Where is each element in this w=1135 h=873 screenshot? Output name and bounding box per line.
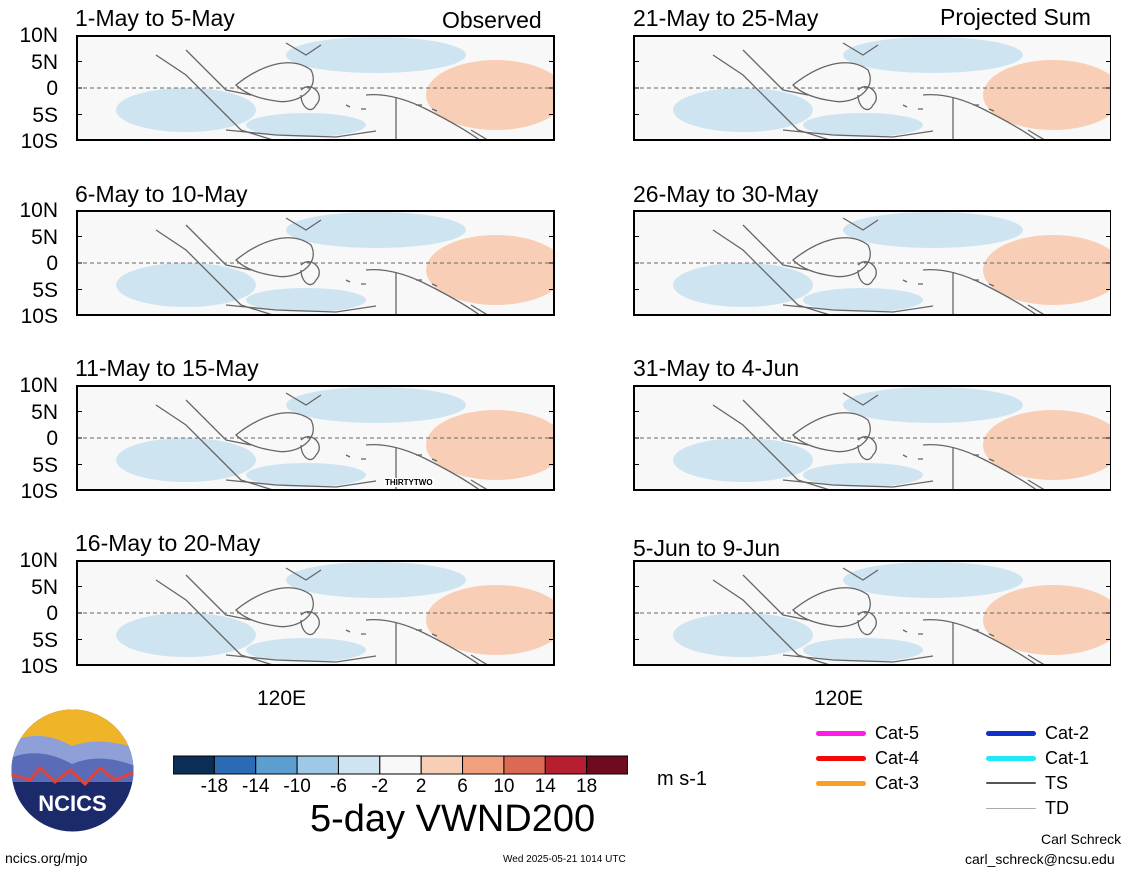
colorbar-swatch — [255, 755, 298, 775]
legend-label: TD — [1045, 798, 1069, 818]
y-tick-label: 0 — [46, 602, 58, 625]
ncics-logo: NCICS — [10, 708, 135, 838]
colorbar-units: m s-1 — [657, 768, 707, 790]
colorbar-swatch — [420, 755, 464, 775]
colorbar-tick-label: 2 — [415, 776, 427, 797]
legend-label: Cat-5 — [875, 723, 920, 743]
map-panel-left-4 — [76, 560, 555, 666]
colorbar-title: 5-day VWND200 — [310, 798, 596, 840]
y-tick-label: 0 — [46, 77, 58, 100]
colorbar — [172, 755, 629, 780]
legend-label: TS — [1045, 773, 1069, 793]
y-tick-label: 5S — [32, 278, 58, 302]
panel-title-left-3: 11-May to 15-May — [75, 355, 259, 381]
colorbar-tick-label: 14 — [534, 776, 556, 797]
colorbar-tick-label: -18 — [200, 776, 229, 797]
colorbar-swatch — [462, 755, 505, 775]
colorbar-swatch — [213, 755, 257, 775]
colorbar-tick-label: -14 — [241, 776, 270, 797]
y-tick-label: 5S — [32, 628, 58, 652]
map-panel-left-2 — [76, 210, 555, 316]
y-tick-label: 10N — [19, 549, 58, 572]
storm-label: THIRTYTWO — [384, 478, 434, 487]
y-tick-label: 10S — [20, 655, 58, 678]
colorbar-swatch — [586, 755, 629, 775]
legend-label: Cat-3 — [875, 773, 920, 793]
y-tick-label: 10N — [19, 374, 58, 397]
colorbar-tick-label: 18 — [576, 776, 598, 797]
panel-title-left-2: 6-May to 10-May — [75, 181, 248, 207]
panel-title-left-4: 16-May to 20-May — [75, 530, 261, 556]
legend-line-cat-4 — [816, 755, 866, 761]
y-tick-label: 5N — [31, 400, 58, 424]
colorbar-tick-label: -6 — [330, 776, 347, 797]
y-tick-label: 10S — [20, 305, 58, 328]
colorbar-tick-label: 6 — [457, 776, 468, 797]
x-tick-left: 120E — [257, 687, 307, 710]
colorbar-swatch — [503, 755, 546, 775]
y-tick-label: 0 — [46, 427, 58, 450]
panel-title-right-4: 5-Jun to 9-Jun — [633, 535, 781, 561]
map-panel-left-3 — [76, 385, 555, 491]
footer-author: Carl Schreck — [1041, 831, 1122, 847]
y-tick-label: 5S — [32, 103, 58, 127]
legend-label: Cat-4 — [875, 748, 920, 768]
y-tick-label: 5S — [32, 453, 58, 477]
y-tick-label: 5N — [31, 225, 58, 249]
map-panel-left-1 — [76, 35, 555, 141]
y-tick-label: 10S — [20, 480, 58, 503]
y-tick-label: 0 — [46, 252, 58, 275]
colorbar-swatch — [379, 755, 422, 775]
colorbar-swatch — [544, 755, 588, 775]
map-panel-right-3 — [633, 385, 1111, 491]
panel-title-right-2: 26-May to 30-May — [633, 181, 819, 207]
y-tick-label: 5N — [31, 575, 58, 599]
legend-line-cat-2 — [986, 730, 1036, 736]
logo-text: NCICS — [38, 791, 106, 816]
map-panel-right-4 — [633, 560, 1111, 666]
observed-label: Observed — [442, 7, 542, 33]
legend-line-cat-1 — [986, 755, 1036, 761]
panel-title-left-1: 1-May to 5-May — [75, 5, 235, 31]
panel-title-right-1: 21-May to 25-May — [633, 5, 819, 31]
colorbar-swatch — [172, 755, 215, 775]
footer-timestamp: Wed 2025-05-21 1014 UTC — [503, 854, 626, 865]
x-tick-right: 120E — [814, 687, 864, 710]
colorbar-tick-label: -10 — [283, 776, 311, 797]
panel-title-right-3: 31-May to 4-Jun — [633, 355, 800, 381]
footer-url[interactable]: ncics.org/mjo — [5, 850, 88, 866]
projected-label: Projected Sum — [940, 4, 1091, 30]
y-tick-label: 10S — [20, 130, 58, 153]
legend-label: Cat-1 — [1045, 748, 1090, 768]
colorbar-tick-label: -2 — [371, 776, 389, 797]
colorbar-swatch — [337, 755, 381, 775]
colorbar-tick-label: 10 — [493, 776, 515, 797]
colorbar-swatch — [296, 755, 339, 775]
y-tick-label: 10N — [19, 24, 58, 47]
legend-line-cat-5 — [816, 730, 866, 736]
legend-line-cat-3 — [816, 780, 866, 786]
map-panel-right-2 — [633, 210, 1111, 316]
footer-email[interactable]: carl_schreck@ncsu.edu — [965, 851, 1115, 867]
map-panel-right-1 — [633, 35, 1111, 141]
legend-line-ts — [986, 782, 1036, 784]
y-tick-label: 5N — [31, 50, 58, 74]
legend-label: Cat-2 — [1045, 723, 1090, 743]
legend-line-td — [986, 807, 1036, 809]
y-tick-label: 10N — [19, 199, 58, 222]
